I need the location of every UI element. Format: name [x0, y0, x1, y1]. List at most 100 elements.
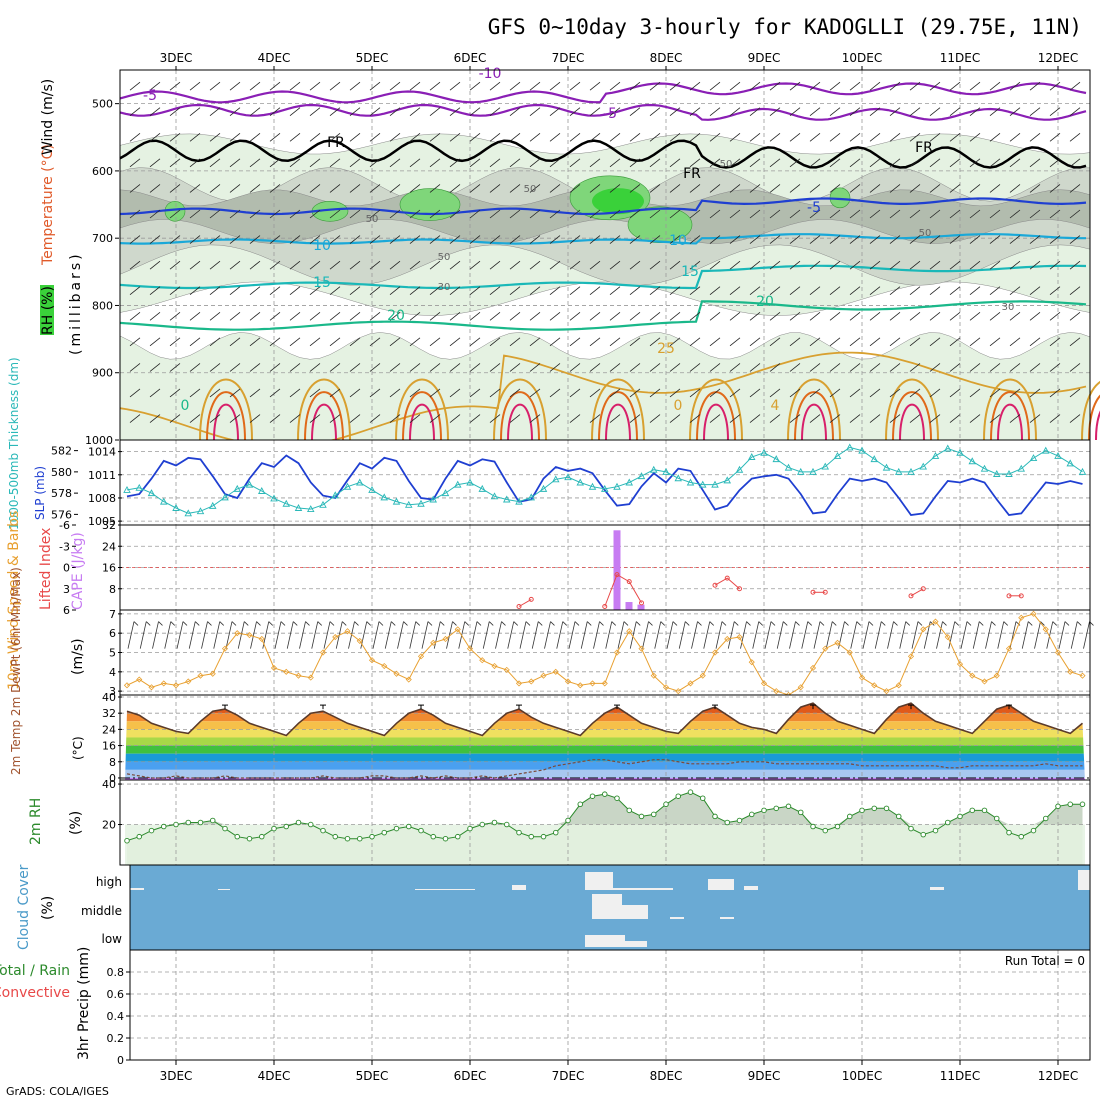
- wind-barb: [189, 363, 201, 372]
- wind-barb: [769, 363, 781, 372]
- rh2m-point: [1006, 829, 1012, 836]
- wind-barb: [689, 81, 701, 91]
- rh2m-point: [981, 807, 988, 814]
- wind-barb: [1009, 107, 1021, 117]
- slp-yaxis: 1014 1011 1008 1005 582 580 578 576: [51, 445, 122, 528]
- wind-barb: [209, 132, 221, 142]
- wind-barb: [829, 81, 841, 91]
- wind-barb: [789, 337, 801, 347]
- wind-barb: [489, 184, 501, 193]
- wind-barb: [589, 311, 601, 321]
- rh2m-label: 2m RH: [28, 798, 44, 845]
- wind-barb: [309, 158, 321, 168]
- ytick-thickness: 578: [51, 487, 72, 500]
- wind-barb: [869, 363, 881, 372]
- wind-barb: [709, 311, 721, 321]
- wind-barb: [529, 286, 541, 296]
- lifted-index-point: [528, 596, 534, 602]
- wind-barb: [749, 337, 761, 347]
- wind-barb: [409, 260, 421, 270]
- wind-speed-point: [442, 635, 449, 643]
- wind-barb: [509, 107, 521, 117]
- temp-band: [125, 721, 1085, 730]
- wind-barb: [709, 158, 721, 168]
- wind-barb: [289, 132, 301, 142]
- rh2m-point: [271, 825, 277, 832]
- wind-barb: [549, 235, 561, 244]
- rh2m-point: [749, 811, 755, 818]
- wind-barb: [169, 286, 181, 296]
- wind-barb: [1009, 286, 1021, 296]
- wind-barb: [1069, 184, 1081, 193]
- rh2m-point: [761, 807, 767, 814]
- wind-barb: [729, 414, 741, 423]
- date-label-top: 9DEC: [748, 51, 781, 65]
- surface-isotherm: [899, 403, 925, 441]
- wind-barb-10m: [654, 621, 662, 649]
- wind-barb: [969, 235, 981, 244]
- surface-isotherm: [997, 403, 1023, 441]
- wind-barb: [549, 132, 561, 142]
- thickness-point: [870, 455, 879, 463]
- wind-barb: [749, 209, 761, 219]
- wind-barb: [469, 388, 481, 398]
- ytick-cape: 8: [109, 583, 116, 596]
- wind-speed-point: [907, 653, 915, 660]
- wind-barb: [229, 311, 241, 321]
- ytick-precip: 0.4: [107, 1010, 125, 1023]
- wind-barb: [729, 388, 741, 398]
- thickness-point: [968, 457, 977, 465]
- wind-barb: [369, 158, 381, 168]
- wind-barb: [269, 363, 281, 372]
- wind-barb-10m: [899, 621, 907, 649]
- wind-barb: [489, 388, 501, 398]
- wind-barb-flag: [991, 621, 996, 626]
- isotherm-label: FR: [915, 140, 933, 156]
- wind-barb: [969, 81, 981, 91]
- wind-barb-flag: [476, 621, 482, 626]
- thickness-point: [1066, 459, 1075, 467]
- wind-barb-flag: [574, 621, 580, 626]
- rh2m-point: [1018, 833, 1025, 840]
- wind-barb: [869, 337, 881, 347]
- wind-barb-10m: [617, 621, 625, 649]
- wind-barb: [189, 286, 201, 296]
- wind-barb: [869, 81, 881, 91]
- wind-barb: [489, 337, 501, 347]
- wind-barb: [169, 81, 181, 91]
- wind-barb: [449, 81, 461, 91]
- wind-barb: [609, 107, 621, 117]
- rh2m-point: [626, 807, 633, 814]
- cape-yaxis: 32 24 16 8 -6 -3 0 3 6: [59, 519, 122, 617]
- ytick-temp: 32: [102, 707, 116, 720]
- wind-barb: [129, 235, 141, 244]
- cape-ylabels: Lifted Index CAPE (J/kg): [38, 528, 86, 610]
- wind-barb: [649, 260, 661, 270]
- wind-barb: [469, 132, 481, 142]
- isotherm-label: 50: [919, 228, 932, 239]
- wind-barb-flag: [403, 621, 408, 626]
- wind-barb: [269, 260, 281, 270]
- date-label-bottom: 5DEC: [356, 1069, 389, 1083]
- wind-speed-point: [307, 674, 314, 681]
- thickness-point: [698, 480, 707, 488]
- wind-barb: [609, 158, 621, 168]
- wind-barb: [809, 235, 821, 244]
- wind-barb: [709, 414, 721, 423]
- wind-barb-10m: [985, 621, 992, 649]
- thickness-point: [355, 478, 364, 486]
- wind-barb: [649, 158, 661, 168]
- wind-speed-point: [773, 688, 780, 695]
- wind-barb-flag: [415, 621, 421, 626]
- wind-barb: [429, 388, 441, 398]
- wind-barb: [929, 107, 941, 117]
- wind-barb: [929, 235, 941, 244]
- wind-barb-flag: [635, 621, 641, 626]
- lifted-index-point: [712, 582, 718, 588]
- rh2m-point: [883, 805, 890, 812]
- wind10m-panel: [119, 609, 1094, 699]
- wind-barb-10m: [813, 621, 821, 649]
- wind-barb: [249, 311, 261, 321]
- wind-barb: [329, 158, 341, 168]
- isotherm-label: 0: [674, 398, 683, 414]
